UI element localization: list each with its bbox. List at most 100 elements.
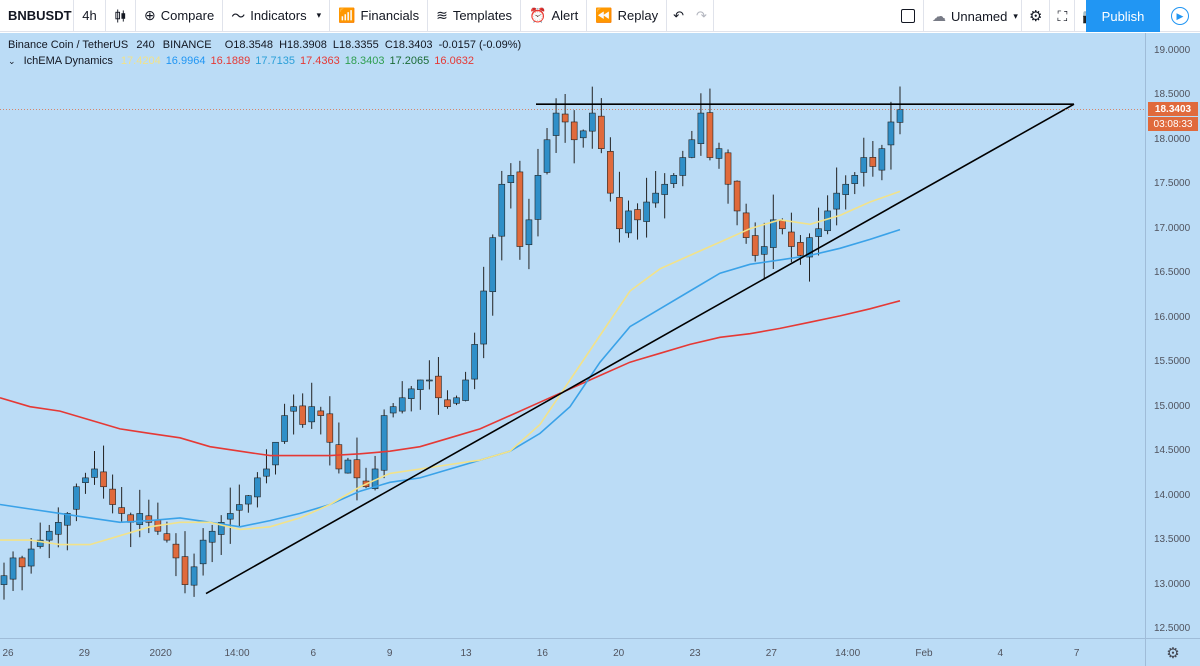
legend-timeframe: 240 xyxy=(136,39,155,51)
candle-body xyxy=(217,522,225,535)
indicators-label: Indicators xyxy=(250,8,307,23)
price-tick-label: 15.0000 xyxy=(1154,400,1191,412)
layout-name-button[interactable]: ☁ Unnamed ▾ xyxy=(924,0,1022,32)
replay-button[interactable]: ⏪ Replay xyxy=(587,0,668,32)
candle-body xyxy=(534,175,542,220)
fullscreen-button[interactable]: ⛶ xyxy=(1050,0,1076,32)
candle-body xyxy=(199,539,207,565)
time-tick-label: 14:00 xyxy=(224,648,250,659)
alert-button[interactable]: ⏰ Alert xyxy=(521,0,588,32)
price-chart[interactable] xyxy=(0,33,1145,638)
candle-body xyxy=(661,183,668,195)
interval-button[interactable]: 4h xyxy=(74,0,106,32)
candle-body xyxy=(335,444,343,470)
candle-body xyxy=(462,379,469,401)
symbol-search[interactable]: BNBUSDT xyxy=(0,0,74,32)
candle-body xyxy=(118,507,125,514)
chart-type-button[interactable] xyxy=(106,0,136,32)
candle-body xyxy=(797,242,804,256)
candle-body xyxy=(172,543,180,559)
undo-button[interactable]: ↶ xyxy=(667,0,690,32)
candle-body xyxy=(64,513,71,526)
candle-body xyxy=(9,557,17,580)
candle-body xyxy=(616,197,623,230)
price-tick-label: 13.0000 xyxy=(1154,578,1191,590)
gear-icon: ⚙ xyxy=(1029,8,1043,25)
candle-body xyxy=(688,139,696,158)
candle-body xyxy=(507,175,515,183)
candle-body xyxy=(281,415,288,442)
candle-body xyxy=(706,112,714,158)
legend-change: -0.0157 (-0.09%) xyxy=(438,39,522,51)
financials-button[interactable]: 📶 Financials xyxy=(330,0,429,32)
candle-body xyxy=(181,556,189,585)
indicator-value: 17.7135 xyxy=(255,55,295,67)
top-toolbar: BNBUSDT 4h ⊕ Compare 〜 Indicators ▾ 📶 Fi… xyxy=(0,0,1200,32)
indicator-value: 17.4363 xyxy=(299,55,340,67)
candle-body xyxy=(625,210,632,234)
candle-body xyxy=(652,192,659,204)
collapse-icon[interactable]: ⌄ xyxy=(8,56,16,66)
redo-button[interactable]: ↷ xyxy=(690,0,714,32)
candle-body xyxy=(760,246,768,255)
candle-body xyxy=(833,192,840,210)
candle-body xyxy=(815,228,822,237)
time-tick-label: 16 xyxy=(536,648,548,659)
legend-high: H18.3908 xyxy=(279,39,327,51)
templates-button[interactable]: ≋ Templates xyxy=(428,0,522,32)
candle-body xyxy=(299,405,306,425)
candle-body xyxy=(643,201,650,222)
candle-body xyxy=(389,406,397,414)
indicator-value: 17.2065 xyxy=(389,55,430,67)
legend-title: Binance Coin / TetherUS xyxy=(8,39,129,51)
compare-button[interactable]: ⊕ Compare xyxy=(136,0,224,32)
financials-icon: 📶 xyxy=(338,7,356,23)
time-tick-label: 27 xyxy=(765,648,777,659)
rising-trendline xyxy=(205,103,1075,595)
candle-body xyxy=(607,151,614,194)
candle-body xyxy=(0,575,8,585)
legend-low: L18.3355 xyxy=(332,39,379,51)
time-axis[interactable]: 26 29 2020 14:00 6 9 13 16 20 23 27 14:00 Feb 4 7 xyxy=(0,638,1145,666)
templates-icon: ≋ xyxy=(436,7,448,23)
candle-body xyxy=(36,539,44,547)
candle-body xyxy=(788,231,795,247)
candle-body xyxy=(190,566,198,586)
settings-button[interactable]: ⚙ xyxy=(1022,0,1051,32)
candle-body xyxy=(887,121,895,146)
candle-body xyxy=(344,459,352,474)
indicator-value: 16.1889 xyxy=(210,55,251,67)
plus-circle-icon: ⊕ xyxy=(144,7,156,23)
indicators-button[interactable]: 〜 Indicators ▾ xyxy=(223,0,331,32)
price-axis[interactable]: 19.0000 18.5000 18.0000 17.5000 17.0000 16.50… xyxy=(1145,33,1200,638)
axis-settings-button[interactable]: ⚙ xyxy=(1145,638,1200,666)
candle-body xyxy=(579,130,587,139)
publish-button[interactable]: Publish xyxy=(1086,0,1160,32)
select-layout-checkbox[interactable] xyxy=(893,0,924,32)
candle-body xyxy=(407,388,415,399)
candle-body xyxy=(588,112,596,132)
time-tick-label: 14:00 xyxy=(835,648,861,659)
play-button[interactable]: ▶ xyxy=(1160,0,1200,32)
time-tick-label: 20 xyxy=(613,648,625,659)
compare-label: Compare xyxy=(160,8,215,23)
price-tick-label: 15.5000 xyxy=(1154,356,1191,368)
candle-body xyxy=(824,210,831,232)
alarm-clock-icon: ⏰ xyxy=(529,7,547,23)
candle-body xyxy=(272,441,279,466)
time-tick-label: Feb xyxy=(915,648,933,659)
candle-body xyxy=(489,237,497,293)
candle-body xyxy=(308,406,316,423)
candle-body xyxy=(715,148,723,159)
candle-body xyxy=(82,477,89,483)
candle-body xyxy=(779,220,786,230)
price-tick-label: 16.5000 xyxy=(1154,267,1191,279)
price-tick-label: 16.0000 xyxy=(1154,311,1191,323)
candle-body xyxy=(869,157,877,167)
fullscreen-icon: ⛶ xyxy=(1057,7,1068,24)
candle-body xyxy=(733,180,741,212)
candle-body xyxy=(208,530,216,543)
chart-pane[interactable]: Binance Coin / TetherUS 240 BINANCE O18.… xyxy=(0,33,1145,638)
legend-close: C18.3403 xyxy=(384,39,433,51)
indicator-value: 16.0632 xyxy=(434,55,475,67)
